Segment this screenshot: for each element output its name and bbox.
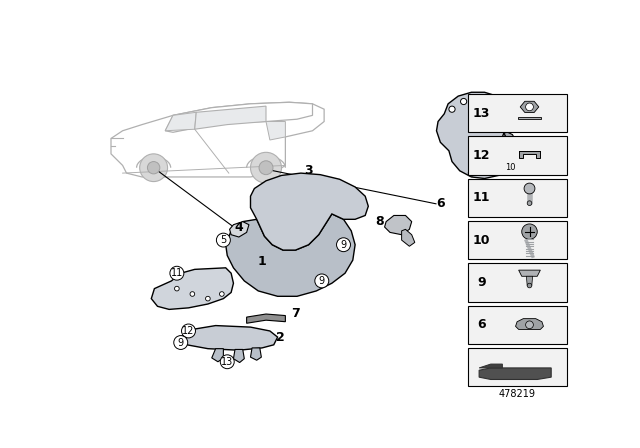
Circle shape — [259, 161, 273, 175]
Polygon shape — [518, 270, 540, 276]
Circle shape — [461, 99, 467, 104]
Text: 9: 9 — [340, 240, 347, 250]
Circle shape — [503, 161, 517, 175]
Polygon shape — [436, 92, 513, 178]
Polygon shape — [402, 229, 415, 246]
Text: 6: 6 — [477, 318, 486, 332]
Text: 12: 12 — [473, 149, 490, 162]
Polygon shape — [212, 349, 223, 362]
Polygon shape — [516, 319, 543, 329]
Polygon shape — [479, 364, 502, 368]
Polygon shape — [250, 348, 261, 360]
Polygon shape — [165, 102, 312, 132]
Text: 10: 10 — [505, 163, 515, 172]
Polygon shape — [165, 112, 196, 131]
Text: 4: 4 — [234, 220, 243, 233]
Circle shape — [147, 162, 160, 174]
Circle shape — [502, 120, 508, 126]
Circle shape — [250, 152, 282, 183]
Polygon shape — [250, 173, 368, 250]
Bar — [467, 348, 566, 386]
Circle shape — [449, 106, 455, 112]
Circle shape — [524, 183, 535, 194]
Circle shape — [527, 201, 532, 206]
Circle shape — [174, 336, 188, 349]
Bar — [467, 306, 566, 344]
Bar — [467, 178, 566, 217]
Bar — [467, 136, 566, 175]
Circle shape — [499, 159, 505, 165]
Polygon shape — [234, 349, 244, 362]
Text: 5: 5 — [220, 235, 227, 245]
Circle shape — [170, 266, 184, 280]
Circle shape — [494, 99, 500, 104]
Text: 3: 3 — [304, 164, 313, 177]
Polygon shape — [505, 131, 518, 168]
Polygon shape — [180, 326, 278, 350]
Circle shape — [140, 154, 168, 181]
Text: 12: 12 — [182, 326, 195, 336]
Polygon shape — [226, 214, 355, 296]
Bar — [467, 221, 566, 259]
Circle shape — [216, 233, 230, 247]
Polygon shape — [527, 276, 532, 285]
Text: 478219: 478219 — [499, 389, 536, 399]
Text: 6: 6 — [436, 198, 445, 211]
Polygon shape — [111, 102, 324, 177]
Text: 13: 13 — [473, 107, 490, 120]
Circle shape — [315, 274, 329, 288]
Circle shape — [175, 286, 179, 291]
Text: 11: 11 — [171, 268, 183, 278]
Circle shape — [337, 238, 351, 252]
Circle shape — [525, 321, 533, 329]
Circle shape — [525, 103, 533, 111]
Polygon shape — [385, 215, 412, 235]
Circle shape — [205, 296, 210, 301]
Text: 8: 8 — [376, 215, 384, 228]
Text: 9: 9 — [319, 276, 325, 286]
Text: 10: 10 — [473, 233, 490, 246]
Text: 9: 9 — [477, 276, 486, 289]
Bar — [467, 263, 566, 302]
Circle shape — [468, 170, 474, 176]
Text: 13: 13 — [221, 357, 234, 367]
Polygon shape — [518, 117, 541, 119]
Bar — [467, 94, 566, 132]
Text: 1: 1 — [258, 255, 266, 268]
Polygon shape — [230, 222, 249, 237]
Polygon shape — [195, 106, 266, 129]
Polygon shape — [151, 268, 234, 310]
Text: 9: 9 — [178, 337, 184, 348]
Text: 2: 2 — [276, 331, 284, 344]
Circle shape — [527, 283, 532, 288]
Polygon shape — [520, 101, 539, 112]
Polygon shape — [266, 121, 285, 140]
Polygon shape — [479, 368, 551, 379]
Text: 11: 11 — [473, 191, 490, 204]
Polygon shape — [518, 151, 540, 159]
Circle shape — [182, 324, 195, 338]
Text: 7: 7 — [291, 307, 300, 320]
Circle shape — [190, 292, 195, 296]
Circle shape — [522, 224, 537, 239]
Polygon shape — [246, 314, 285, 323]
Circle shape — [220, 355, 234, 369]
Circle shape — [220, 292, 224, 296]
